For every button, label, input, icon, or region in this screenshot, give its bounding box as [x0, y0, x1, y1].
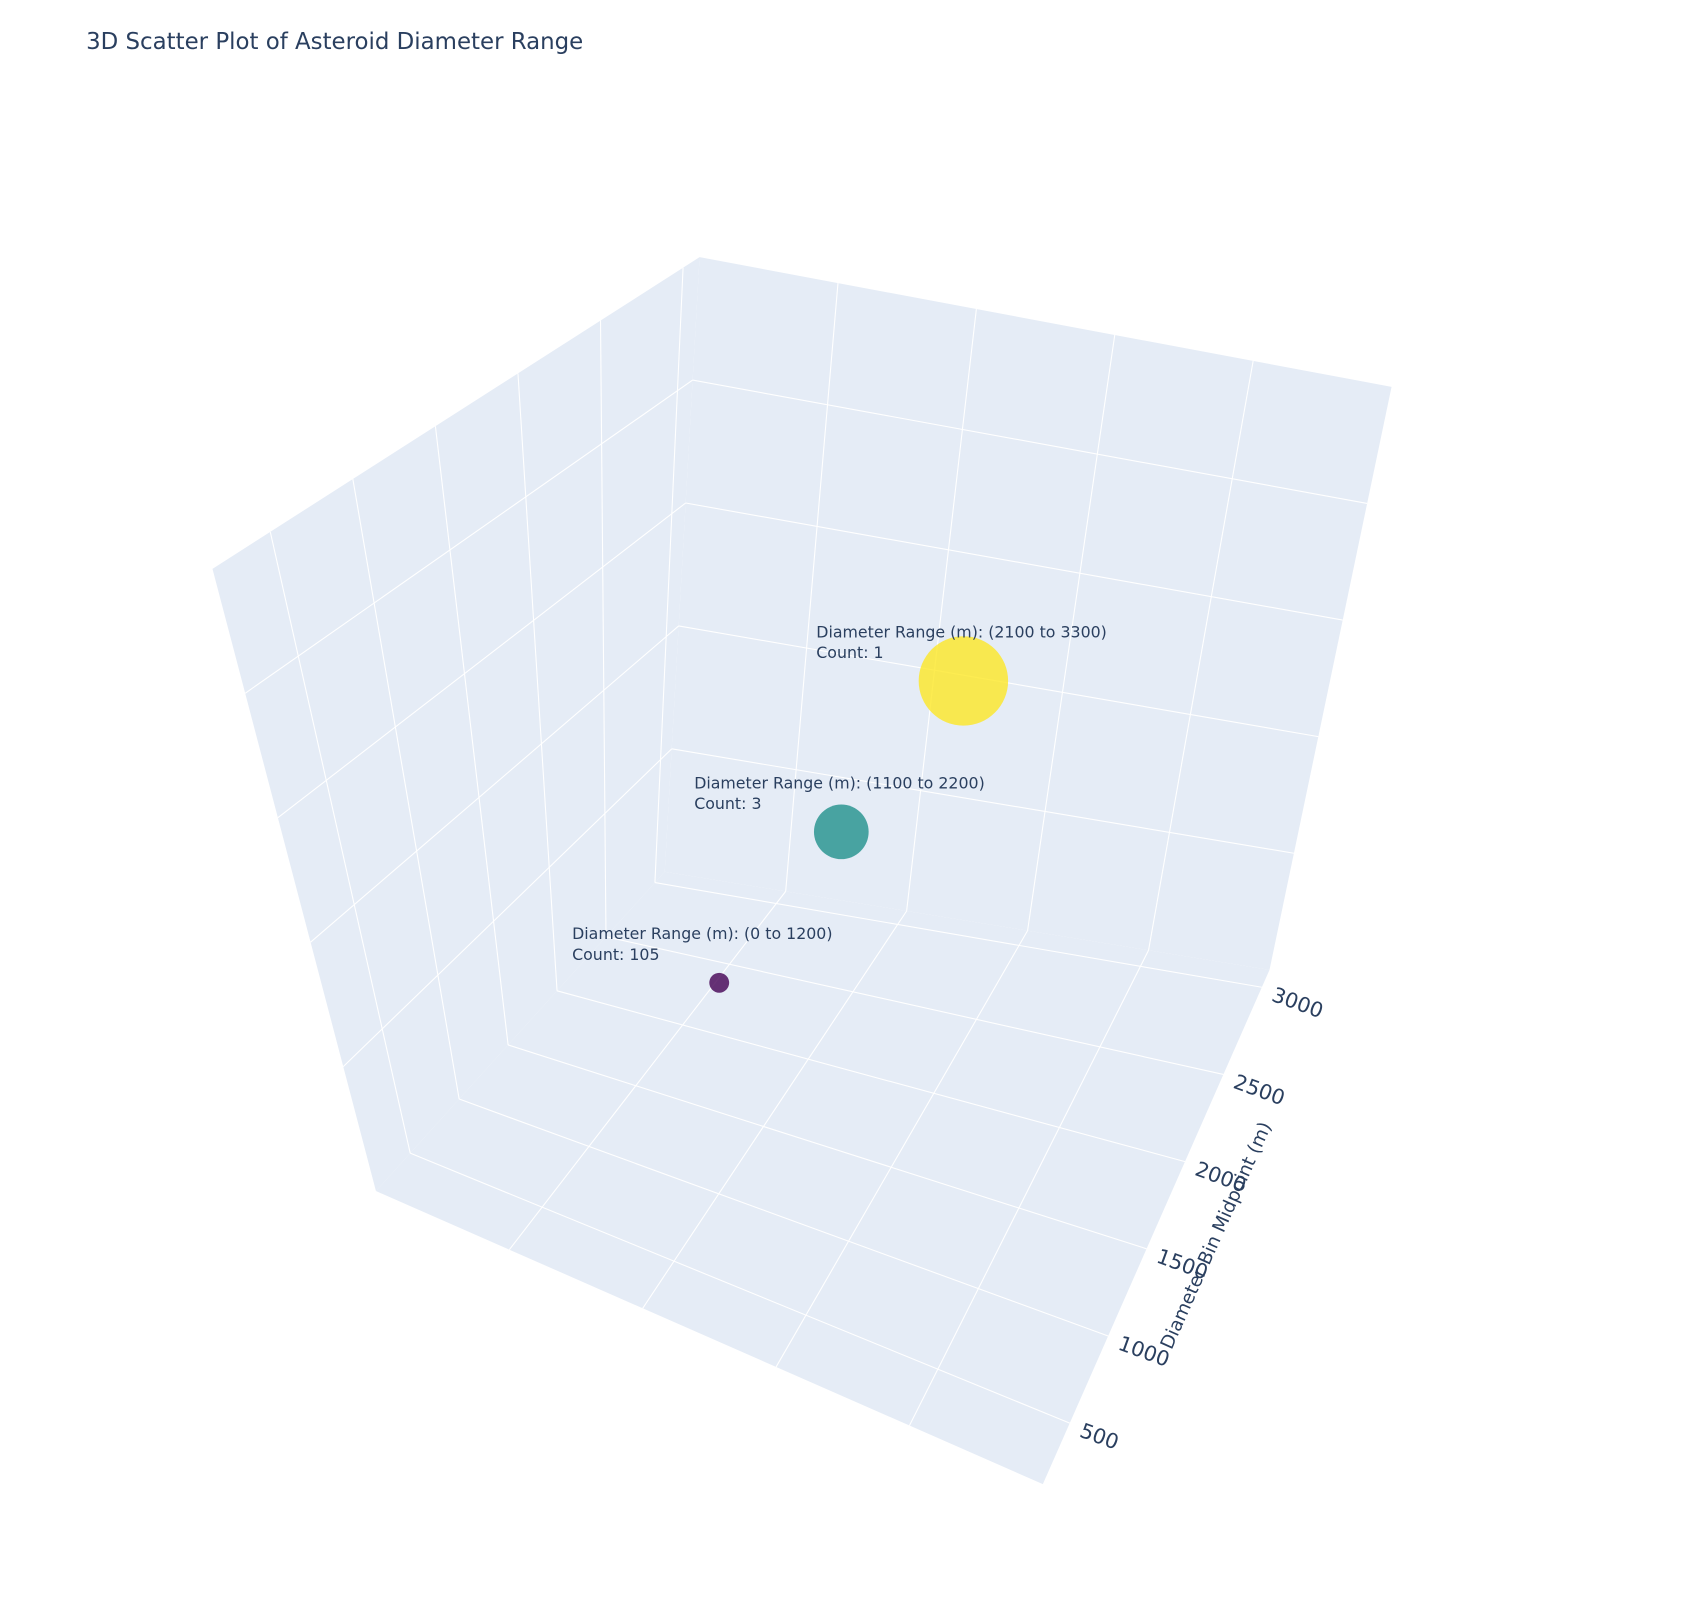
grid-line	[908, 949, 1150, 1426]
grid-line	[775, 930, 1029, 1368]
tick-label: 3000	[1269, 982, 1327, 1023]
right-wall	[664, 257, 1392, 970]
grid-line	[906, 308, 977, 912]
grid-line	[458, 1098, 1109, 1337]
markers: Diameter Range (m): (0 to 1200) Count: 10…	[572, 622, 1107, 993]
grid-line	[556, 990, 1186, 1163]
point-count: Count: 3	[694, 794, 761, 813]
point-label: Diameter Range (m): (1100 to 2200)	[694, 773, 985, 792]
chart-title: 3D Scatter Plot of Asteroid Diameter Ran…	[86, 29, 583, 55]
grid-line	[642, 910, 908, 1309]
grid-line	[1148, 360, 1254, 951]
grid	[244, 267, 1368, 1426]
plot-area: 3D Scatter Plot of Asteroid Diameter Ran…	[86, 29, 1392, 1485]
tick-label: 2500	[1230, 1070, 1288, 1111]
grid-line	[269, 531, 411, 1154]
marker	[709, 972, 730, 993]
grid-line	[352, 478, 460, 1100]
marker	[918, 636, 1009, 726]
point-count: Count: 1	[816, 643, 883, 662]
point-label: Diameter Range (m): (0 to 1200)	[572, 924, 832, 943]
grid-line	[685, 502, 1343, 621]
grid-line	[785, 283, 839, 892]
grid-line	[277, 502, 686, 819]
grid-line	[507, 1044, 1147, 1250]
marker	[813, 804, 869, 860]
grid-line	[671, 748, 1294, 854]
grid-line	[508, 891, 787, 1251]
grid-line	[434, 426, 509, 1045]
left-wall	[212, 257, 700, 1192]
grid-line	[410, 1152, 1070, 1424]
grid-line	[654, 267, 684, 883]
grid-line	[605, 936, 1224, 1075]
grid-line	[517, 373, 558, 991]
tick-label: 500	[1077, 1418, 1122, 1454]
grid-line	[1027, 334, 1116, 931]
grid-line	[244, 379, 693, 694]
grid-line	[654, 882, 1262, 988]
point-label: Diameter Range (m): (2100 to 3300)	[816, 622, 1107, 641]
grid-line	[599, 320, 607, 937]
grid-line	[692, 379, 1368, 504]
grid-line	[342, 748, 673, 1067]
grid-line	[310, 625, 680, 943]
point-count: Count: 105	[572, 945, 659, 964]
floor	[375, 871, 1270, 1485]
